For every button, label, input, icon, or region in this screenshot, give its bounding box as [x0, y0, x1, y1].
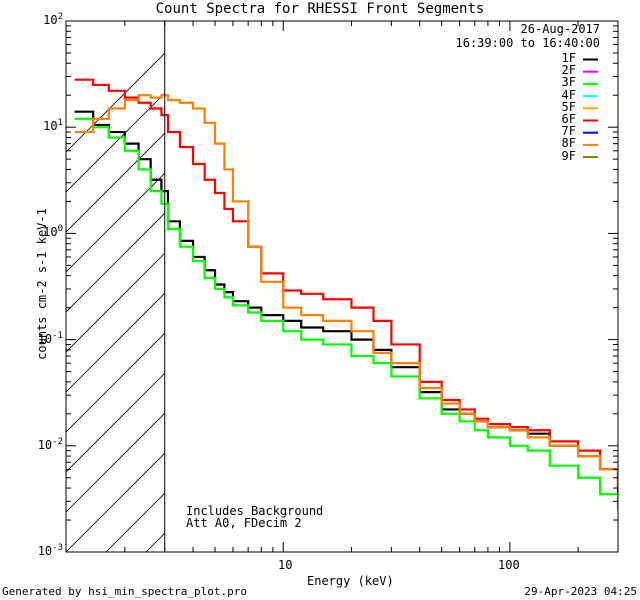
hatch-line: [306, 21, 640, 552]
y-tick-label: 101: [43, 118, 63, 134]
y-axis-label: counts cm-2 s-1 keV-1: [35, 208, 49, 360]
axis-ticks: [66, 20, 619, 553]
hatch-line: [626, 21, 640, 552]
hatch-line: [386, 21, 640, 552]
date-label: 26-Aug-2017: [520, 22, 600, 36]
y-tick-label: 10-3: [37, 543, 63, 558]
hatch-line: [586, 21, 640, 552]
annotation-background: Includes Background: [186, 504, 324, 518]
hatch-line: [266, 21, 640, 552]
time-range-label: 16:39:00 to 16:40:00: [455, 36, 601, 50]
hatch-line: [426, 21, 640, 552]
legend-item-4F: 4F: [561, 87, 576, 102]
legend-item-9F: 9F: [561, 148, 576, 163]
series-layer: [74, 78, 618, 510]
hatch-line: [66, 252, 165, 353]
y-tick-label: 102: [43, 12, 63, 27]
series-8F: [74, 94, 618, 489]
hatch-line: [105, 492, 165, 552]
hatch-line: [546, 21, 640, 552]
x-tick-label-100: 100: [498, 558, 520, 572]
hatch-line: [466, 21, 640, 552]
legend-item-5F: 5F: [561, 99, 576, 114]
hatch-line: [66, 212, 165, 313]
legend-item-8F: 8F: [561, 136, 576, 151]
series-6F: [74, 78, 618, 489]
hatch-line: [66, 372, 165, 473]
x-axis-label: Energy (keV): [307, 574, 394, 588]
annotation-attenuator: Att A0, FDecim 2: [186, 516, 302, 530]
hatched-region: [66, 21, 640, 552]
legend-item-2F: 2F: [561, 63, 576, 78]
footer-generated-by: Generated by hsi_min_spectra_plot.pro: [2, 585, 248, 598]
plot-frame: [65, 20, 619, 553]
y-tick-label: 10-1: [37, 330, 63, 346]
hatch-line: [66, 332, 165, 433]
hatch-line: [66, 92, 165, 193]
legend-item-1F: 1F: [561, 51, 576, 65]
y-tick-label: 100: [43, 224, 63, 240]
x-tick-label-10: 10: [278, 558, 293, 572]
hatch-line: [66, 452, 165, 552]
y-tick-label: 10-2: [37, 436, 63, 452]
hatch-line: [346, 21, 640, 552]
chart-title: Count Spectra for RHESSI Front Segments: [155, 1, 485, 17]
legend-swatches: [583, 58, 598, 159]
legend-item-6F: 6F: [561, 112, 576, 126]
hatch-line: [66, 412, 165, 513]
footer-timestamp: 29-Apr-2023 04:25: [524, 585, 637, 598]
series-3F: [74, 117, 618, 510]
legend-item-7F: 7F: [561, 124, 576, 139]
legend-item-3F: 3F: [561, 75, 576, 90]
